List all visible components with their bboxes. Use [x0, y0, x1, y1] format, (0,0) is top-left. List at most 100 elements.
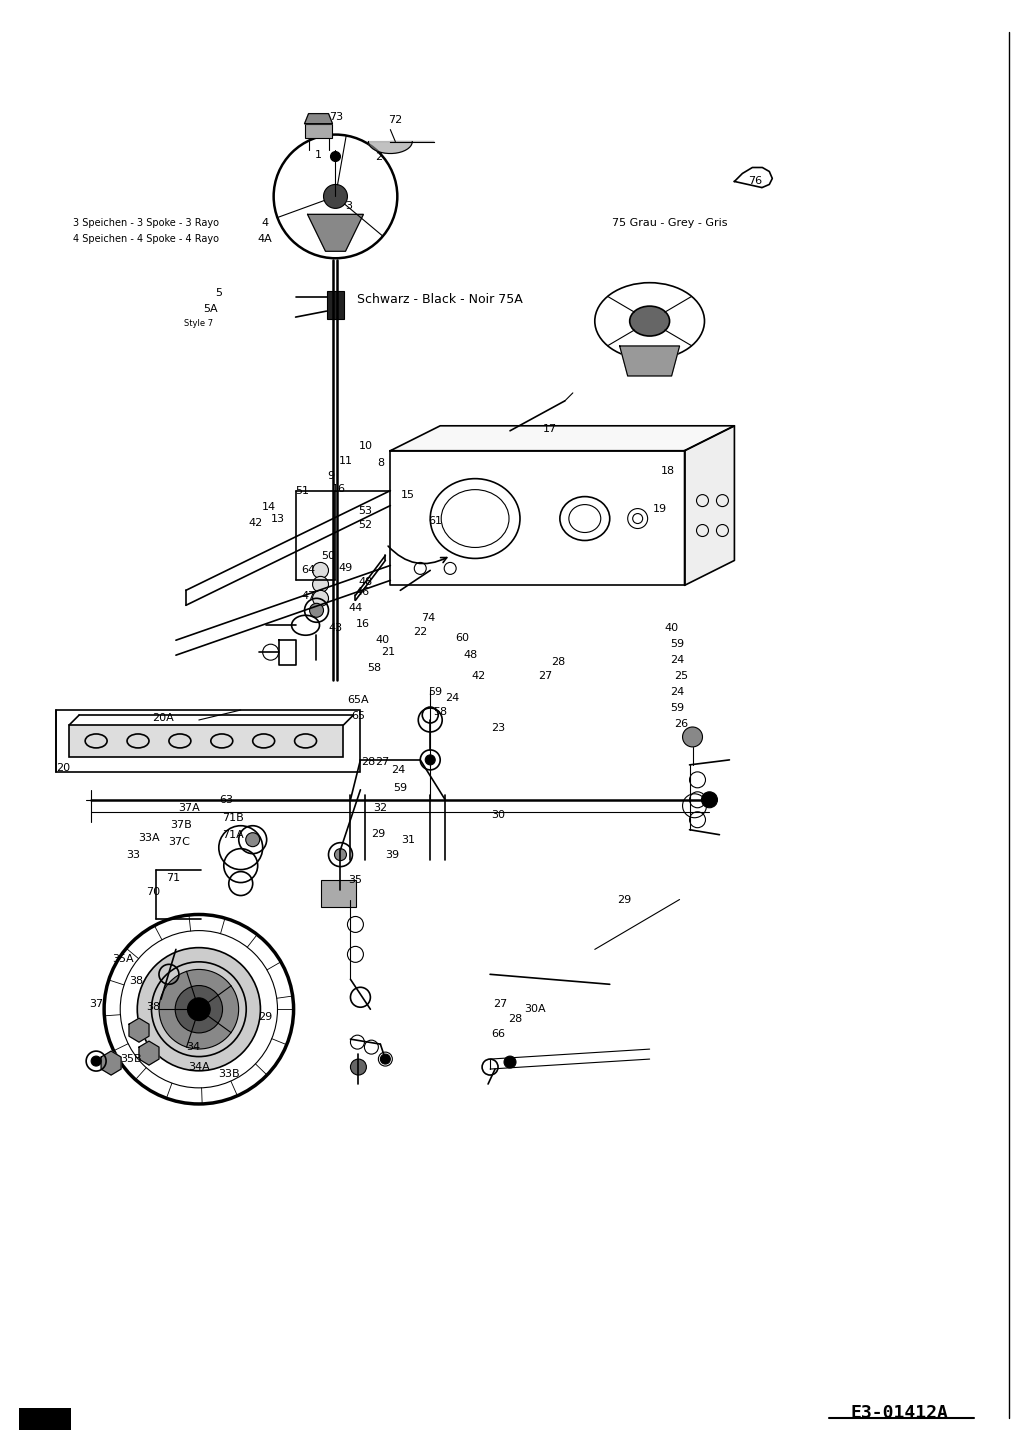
- Text: 22: 22: [413, 627, 427, 637]
- Text: 29: 29: [259, 1012, 272, 1022]
- Text: 29: 29: [617, 895, 632, 905]
- Text: 8: 8: [377, 458, 384, 468]
- Text: 9: 9: [327, 471, 334, 481]
- Text: 48: 48: [463, 650, 477, 660]
- Polygon shape: [139, 1042, 159, 1065]
- Text: 24: 24: [391, 765, 406, 775]
- Polygon shape: [620, 346, 679, 376]
- Text: 26: 26: [675, 719, 688, 729]
- Text: 28: 28: [508, 1014, 522, 1025]
- Circle shape: [313, 591, 328, 607]
- Text: 16: 16: [355, 620, 369, 630]
- Text: 20: 20: [56, 762, 70, 772]
- Text: 35: 35: [349, 875, 362, 885]
- Text: 35A: 35A: [112, 954, 134, 964]
- Circle shape: [504, 1056, 516, 1068]
- Text: 30: 30: [491, 810, 505, 820]
- Circle shape: [334, 849, 347, 860]
- Text: 59: 59: [393, 782, 408, 793]
- Circle shape: [313, 576, 328, 592]
- Text: 60: 60: [455, 633, 470, 643]
- Text: 75 Grau - Grey - Gris: 75 Grau - Grey - Gris: [612, 219, 728, 228]
- Text: 43: 43: [328, 624, 343, 633]
- Text: 27: 27: [376, 757, 389, 767]
- Text: 4: 4: [261, 219, 268, 228]
- Text: 70: 70: [146, 886, 160, 896]
- Text: 20A: 20A: [152, 713, 173, 723]
- Polygon shape: [101, 1050, 121, 1075]
- Text: 1: 1: [315, 150, 322, 160]
- Text: 49: 49: [338, 563, 353, 574]
- Text: 4 Speichen - 4 Spoke - 4 Rayo: 4 Speichen - 4 Spoke - 4 Rayo: [73, 235, 219, 245]
- Text: 63: 63: [219, 795, 233, 804]
- Text: 50: 50: [322, 552, 335, 562]
- Text: 53: 53: [358, 506, 373, 516]
- Text: 33A: 33A: [138, 833, 160, 843]
- Text: 59: 59: [671, 703, 684, 713]
- Text: 42: 42: [249, 517, 263, 527]
- Text: 34A: 34A: [188, 1062, 209, 1072]
- Circle shape: [91, 1056, 101, 1066]
- Text: 24: 24: [445, 693, 459, 703]
- Text: 72: 72: [388, 115, 402, 124]
- Text: 52: 52: [358, 520, 373, 529]
- Text: 42: 42: [471, 672, 485, 682]
- Bar: [321, 879, 356, 908]
- Text: 37C: 37C: [168, 837, 190, 847]
- Text: 61: 61: [428, 516, 443, 526]
- Text: 38: 38: [146, 1003, 160, 1012]
- Text: 44: 44: [349, 604, 362, 614]
- Ellipse shape: [630, 305, 670, 336]
- Circle shape: [175, 986, 223, 1033]
- Polygon shape: [390, 425, 735, 451]
- Text: 34: 34: [186, 1042, 200, 1052]
- Text: 18: 18: [660, 465, 675, 476]
- Text: Style 7: Style 7: [185, 318, 214, 327]
- Text: 17: 17: [543, 424, 557, 434]
- Text: 14: 14: [261, 501, 276, 512]
- Text: 39: 39: [385, 850, 399, 860]
- Text: 24: 24: [671, 656, 684, 666]
- Text: 33B: 33B: [218, 1069, 239, 1079]
- Text: 31: 31: [401, 834, 415, 844]
- Text: 40: 40: [665, 624, 679, 633]
- Text: 59: 59: [671, 640, 684, 650]
- Text: 71B: 71B: [222, 813, 244, 823]
- Text: 48: 48: [358, 578, 373, 588]
- Text: Schwarz - Black - Noir 75A: Schwarz - Black - Noir 75A: [357, 293, 523, 305]
- Text: 37A: 37A: [178, 803, 200, 813]
- Text: 4A: 4A: [257, 235, 272, 245]
- Text: 58: 58: [433, 708, 447, 718]
- Text: 58: 58: [367, 663, 382, 673]
- Text: 73: 73: [329, 111, 344, 121]
- Circle shape: [188, 997, 211, 1020]
- Text: 64: 64: [301, 565, 316, 575]
- Text: 71: 71: [166, 873, 180, 882]
- Text: 3: 3: [345, 202, 352, 212]
- Text: 74: 74: [421, 614, 436, 624]
- Text: 19: 19: [652, 503, 667, 513]
- Text: 13: 13: [270, 513, 285, 523]
- Text: 33: 33: [126, 850, 140, 860]
- Text: 3 Speichen - 3 Spoke - 3 Rayo: 3 Speichen - 3 Spoke - 3 Rayo: [73, 219, 219, 228]
- Text: 5: 5: [216, 288, 222, 298]
- Text: 46: 46: [355, 588, 369, 598]
- Text: 35B: 35B: [120, 1053, 141, 1063]
- Text: 25: 25: [675, 672, 688, 682]
- Text: 65: 65: [352, 710, 365, 720]
- Text: 11: 11: [338, 455, 353, 465]
- Bar: [326, 291, 345, 318]
- Text: 5A: 5A: [203, 304, 218, 314]
- Text: 30A: 30A: [524, 1004, 546, 1014]
- Bar: [56, 710, 360, 772]
- Text: 28: 28: [551, 657, 565, 667]
- Text: 40: 40: [376, 635, 389, 646]
- Text: 47: 47: [301, 591, 316, 601]
- Text: 76: 76: [748, 176, 763, 186]
- Text: 59: 59: [428, 687, 443, 697]
- Bar: [20, 1408, 71, 1429]
- Circle shape: [682, 726, 703, 746]
- Text: 66: 66: [491, 1029, 505, 1039]
- Circle shape: [702, 791, 717, 808]
- Polygon shape: [308, 215, 363, 251]
